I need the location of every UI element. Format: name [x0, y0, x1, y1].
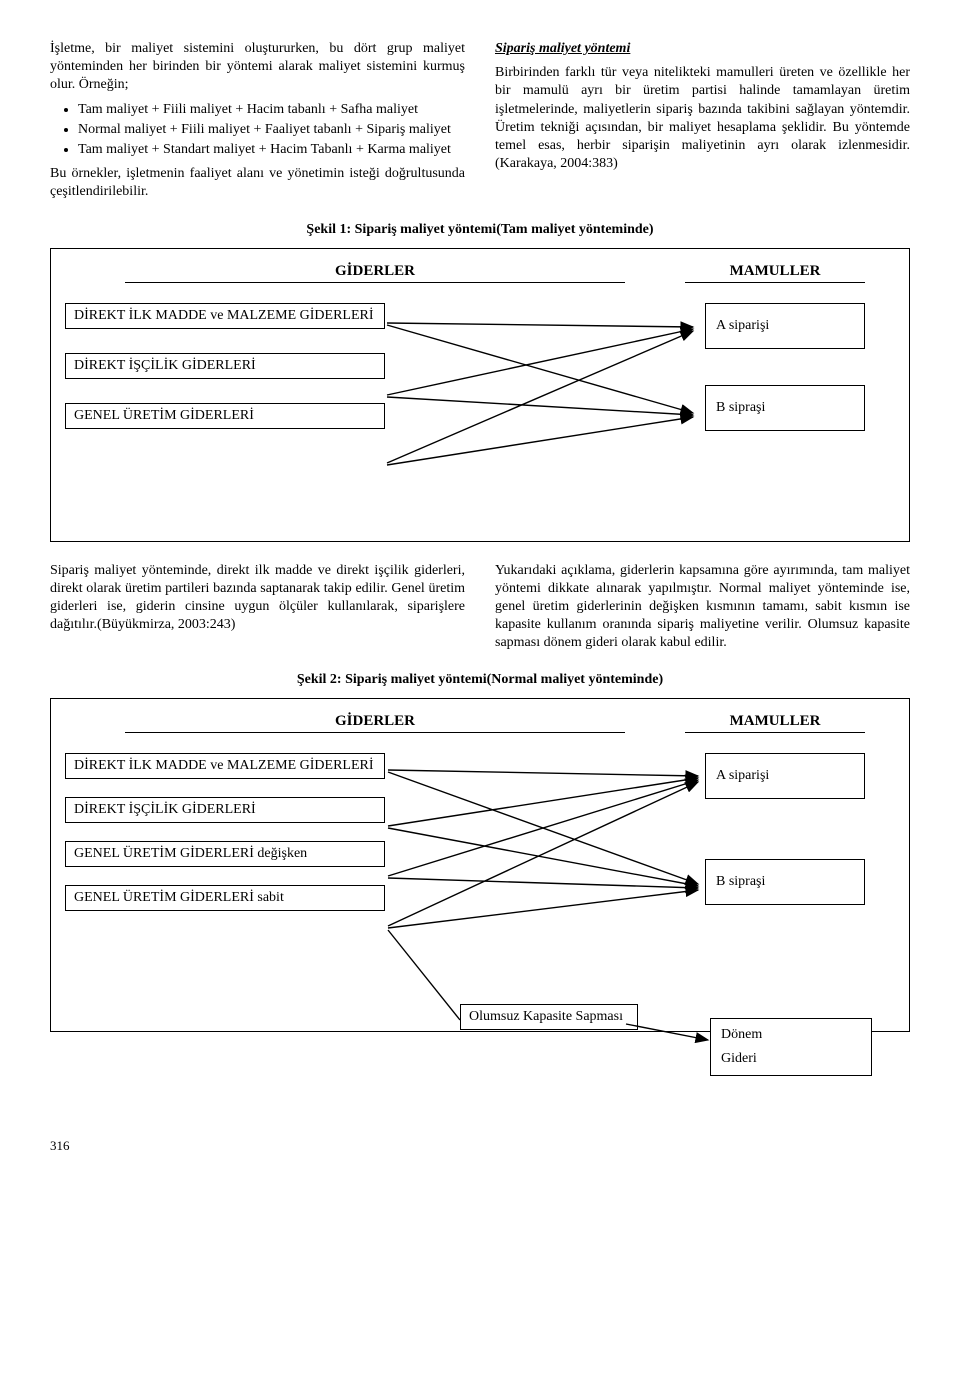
fig2-olumsuz: Olumsuz Kapasite Sapması — [460, 1004, 638, 1030]
col-right: Sipariş maliyet yöntemi Birbirinden fark… — [495, 40, 910, 208]
fig2-body: DİREKT İLK MADDE ve MALZEME GİDERLERİ Dİ… — [65, 753, 895, 1003]
fig2-title: Şekil 2: Sipariş maliyet yöntemi(Normal … — [50, 672, 910, 688]
fig2-l2: DİREKT İŞÇİLİK GİDERLERİ — [65, 797, 385, 823]
fig1-giderler: GİDERLER — [125, 263, 625, 283]
fig2-l4: GENEL ÜRETİM GİDERLERİ sabit — [65, 885, 385, 911]
fig1-r2: B sipraşi — [705, 385, 865, 431]
bullet-1: Tam maliyet + Fiili maliyet + Hacim taba… — [78, 101, 465, 119]
mid-left: Sipariş maliyet yönteminde, direkt ilk m… — [50, 562, 465, 659]
fig1-left-boxes: DİREKT İLK MADDE ve MALZEME GİDERLERİ Dİ… — [65, 303, 385, 503]
fig1-l3: GENEL ÜRETİM GİDERLERİ — [65, 403, 385, 429]
fig1-right-boxes: A siparişi B sipraşi — [705, 303, 865, 431]
fig2-r2: B sipraşi — [705, 859, 865, 905]
fig1-frame: GİDERLER MAMULLER DİREKT İLK MADDE ve MA… — [50, 248, 910, 542]
fig1-l2: DİREKT İŞÇİLİK GİDERLERİ — [65, 353, 385, 379]
mid-columns: Sipariş maliyet yönteminde, direkt ilk m… — [50, 562, 910, 659]
mid-left-p1: Sipariş maliyet yönteminde, direkt ilk m… — [50, 562, 465, 635]
page-number: 316 — [50, 1138, 910, 1154]
fig2-l1: DİREKT İLK MADDE ve MALZEME GİDERLERİ — [65, 753, 385, 779]
fig2-olumsuz-label: Olumsuz Kapasite Sapması — [469, 1009, 623, 1024]
mid-right-p1: Yukarıdaki açıklama, giderlerin kapsamın… — [495, 562, 910, 653]
bullet-list: Tam maliyet + Fiili maliyet + Hacim taba… — [50, 101, 465, 160]
col-left: İşletme, bir maliyet sistemini oluşturur… — [50, 40, 465, 208]
top-columns: İşletme, bir maliyet sistemini oluşturur… — [50, 40, 910, 208]
fig2-wrap: GİDERLER MAMULLER DİREKT İLK MADDE ve MA… — [50, 698, 910, 1118]
fig1-mamuller: MAMULLER — [685, 263, 865, 283]
fig2-headers: GİDERLER MAMULLER — [65, 713, 895, 733]
bullet-2: Normal maliyet + Fiili maliyet + Faaliye… — [78, 121, 465, 139]
fig1-r1: A siparişi — [705, 303, 865, 349]
fig2-l3: GENEL ÜRETİM GİDERLERİ değişken — [65, 841, 385, 867]
fig1-l1: DİREKT İLK MADDE ve MALZEME GİDERLERİ — [65, 303, 385, 329]
left-p2: Bu örnekler, işletmenin faaliyet alanı v… — [50, 165, 465, 201]
mid-right: Yukarıdaki açıklama, giderlerin kapsamın… — [495, 562, 910, 659]
fig2-giderler: GİDERLER — [125, 713, 625, 733]
fig1-headers: GİDERLER MAMULLER — [65, 263, 895, 283]
left-p1: İşletme, bir maliyet sistemini oluşturur… — [50, 40, 465, 95]
fig2-right-boxes: A siparişi B sipraşi — [705, 753, 865, 905]
right-title: Sipariş maliyet yöntemi — [495, 40, 910, 58]
fig2-donem1: Dönem — [721, 1027, 861, 1043]
bullet-3: Tam maliyet + Standart maliyet + Hacim T… — [78, 141, 465, 159]
fig2-left-boxes: DİREKT İLK MADDE ve MALZEME GİDERLERİ Dİ… — [65, 753, 385, 1003]
fig2-frame: GİDERLER MAMULLER DİREKT İLK MADDE ve MA… — [50, 698, 910, 1032]
fig2-r1: A siparişi — [705, 753, 865, 799]
right-p1: Birbirinden farklı tür veya nitelikteki … — [495, 64, 910, 173]
fig2-donem2: Gideri — [721, 1051, 861, 1067]
fig1-title: Şekil 1: Sipariş maliyet yöntemi(Tam mal… — [50, 222, 910, 238]
fig1-body: DİREKT İLK MADDE ve MALZEME GİDERLERİ Dİ… — [65, 303, 895, 503]
fig2-mamuller: MAMULLER — [685, 713, 865, 733]
fig2-donem: Dönem Gideri — [710, 1018, 872, 1076]
